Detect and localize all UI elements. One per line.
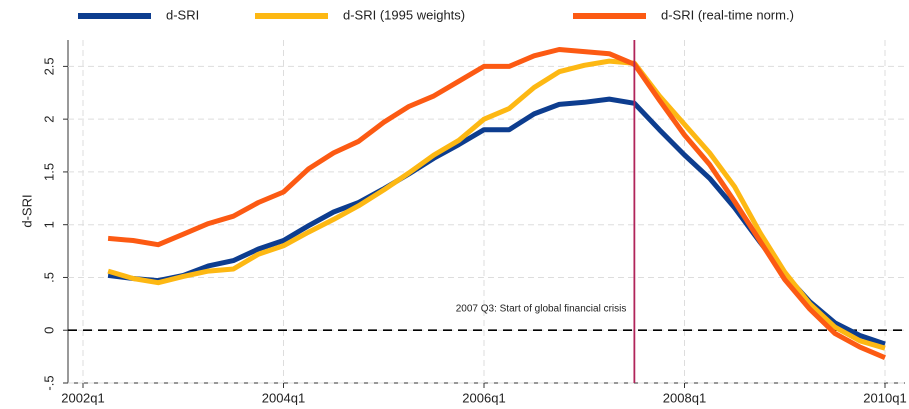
crisis-annotation: 2007 Q3: Start of global financial crisi… — [456, 304, 627, 315]
x-tick-label: 2008q1 — [663, 390, 706, 405]
y-tick-label: .5 — [41, 272, 56, 283]
y-tick-label: 1.5 — [41, 163, 56, 181]
x-tick-label: 2010q1 — [863, 390, 906, 405]
legend-label: d-SRI — [166, 7, 199, 22]
legend-label: d-SRI (1995 weights) — [343, 7, 465, 22]
series-line — [107, 58, 886, 351]
x-tick-label: 2004q1 — [262, 390, 305, 405]
x-tick-label: 2006q1 — [462, 390, 505, 405]
y-tick-label: -.5 — [41, 375, 56, 390]
y-tick-label: 2 — [41, 116, 56, 123]
legend-label: d-SRI (real-time norm.) — [661, 7, 794, 22]
y-tick-label: 0 — [41, 327, 56, 334]
y-axis-label: d-SRI — [19, 194, 34, 227]
x-tick-label: 2002q1 — [61, 390, 104, 405]
y-tick-label: 2.5 — [41, 57, 56, 75]
y-tick-label: 1 — [41, 221, 56, 228]
series-line — [107, 47, 886, 361]
